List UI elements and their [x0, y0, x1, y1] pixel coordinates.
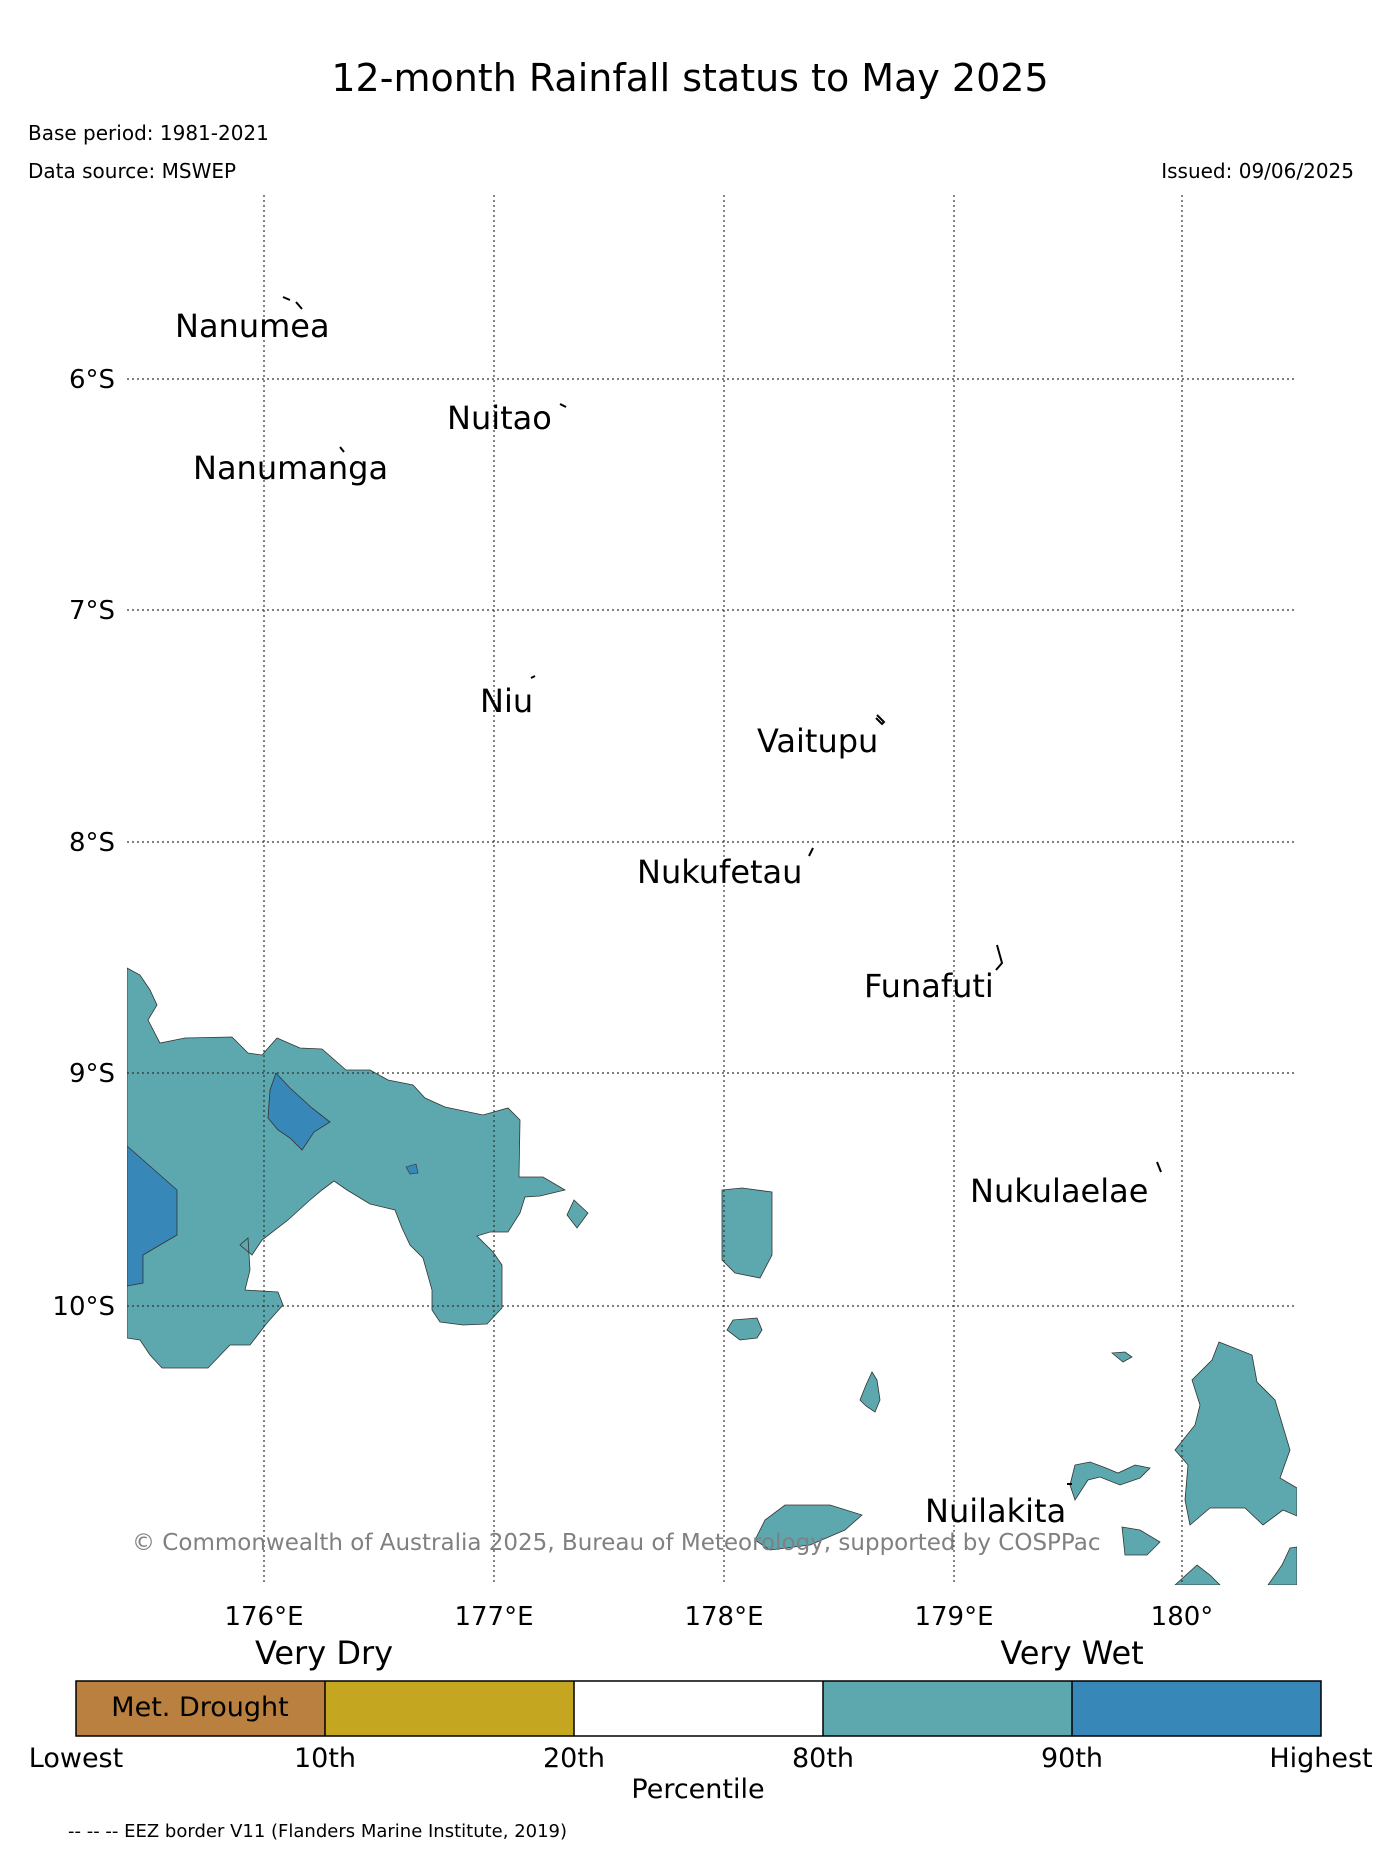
legend-axis-label: Percentile	[631, 1774, 764, 1805]
island-shapes	[282, 296, 1162, 1485]
wet-area-small-1	[566, 1199, 589, 1229]
very-wet-dot	[405, 1163, 419, 1175]
wet-area-west	[127, 967, 567, 1369]
lat-label-9s: 9°S	[69, 1059, 115, 1089]
legend-very-wet: Very Wet	[1000, 1634, 1143, 1672]
lat-label-7s: 7°S	[69, 596, 115, 626]
graticule	[127, 195, 1297, 1585]
lon-label-180: 180°	[1151, 1602, 1214, 1632]
wet-area-east-5	[1174, 1564, 1221, 1585]
wet-area-east-6	[1267, 1546, 1297, 1585]
nanumanga-outline	[339, 446, 345, 453]
nanumea-outline	[282, 296, 303, 310]
colorbar-very-wet	[1072, 1681, 1321, 1736]
nukufetau-outline	[808, 847, 814, 857]
copyright-notice: © Commonwealth of Australia 2025, Bureau…	[132, 1530, 1101, 1556]
wet-area-east-2	[1069, 1461, 1151, 1501]
eez-footnote: -- -- -- EEZ border V11 (Flanders Marine…	[68, 1821, 567, 1842]
lat-label-6s: 6°S	[69, 365, 115, 395]
wet-area-east	[1174, 1341, 1297, 1526]
lon-label-178e: 178°E	[684, 1602, 763, 1632]
island-label-nukufetau: Nukufetau	[637, 853, 802, 891]
map-title: 12-month Rainfall status to May 2025	[331, 56, 1049, 100]
island-label-nuitao: Nuitao	[447, 399, 552, 437]
lat-label-10s: 10°S	[52, 1292, 115, 1322]
wet-area-east-3	[1121, 1526, 1161, 1556]
colorbar-normal	[574, 1681, 823, 1736]
very-wet-area-1	[267, 1072, 331, 1151]
island-label-funafuti: Funafuti	[864, 967, 994, 1005]
niu-outline	[530, 675, 536, 679]
lon-label-179e: 179°E	[914, 1602, 993, 1632]
island-label-nanumea: Nanumea	[175, 307, 330, 345]
island-label-nanumanga: Nanumanga	[193, 449, 388, 487]
wet-area-east-4	[1110, 1351, 1133, 1363]
legend-very-dry: Very Dry	[255, 1634, 393, 1672]
island-label-nuilakita: Nuilakita	[925, 1492, 1066, 1530]
nuitao-outline	[559, 403, 567, 408]
colorbar-wet	[823, 1681, 1072, 1736]
legend-tick-80th: 80th	[792, 1743, 854, 1774]
legend-tick-lowest: Lowest	[29, 1743, 123, 1774]
wet-area-south	[754, 1504, 863, 1551]
colorbar-drought	[76, 1681, 325, 1736]
lon-label-177e: 177°E	[454, 1602, 533, 1632]
legend-tick-90th: 90th	[1041, 1743, 1103, 1774]
wet-area-178-6e	[859, 1371, 881, 1413]
rainfall-field	[127, 967, 1297, 1585]
lon-label-176e: 176°E	[224, 1602, 303, 1632]
legend-tick-10th: 10th	[294, 1743, 356, 1774]
colorbar-dry	[325, 1681, 574, 1736]
nukulaelae-outline	[1156, 1161, 1162, 1173]
island-label-niu: Niu	[480, 682, 533, 720]
legend-tick-highest: Highest	[1269, 1743, 1372, 1774]
colorbar	[75, 1680, 1322, 1737]
vaitupu-outline	[875, 714, 886, 726]
very-wet-area-2	[127, 1145, 178, 1287]
island-label-nukulaelae: Nukulaelae	[970, 1172, 1148, 1210]
issued-date: Issued: 09/06/2025	[1161, 159, 1354, 183]
base-period: Base period: 1981-2021	[28, 121, 269, 145]
lat-label-8s: 8°S	[69, 828, 115, 858]
island-label-vaitupu: Vaitupu	[757, 722, 878, 760]
wet-area-178e-small	[726, 1317, 763, 1341]
legend-tick-20th: 20th	[543, 1743, 605, 1774]
funafuti-outline	[995, 944, 1004, 971]
legend-met-drought-label: Met. Drought	[111, 1692, 288, 1723]
wet-area-178e	[721, 1187, 773, 1279]
data-source: Data source: MSWEP	[28, 159, 237, 183]
